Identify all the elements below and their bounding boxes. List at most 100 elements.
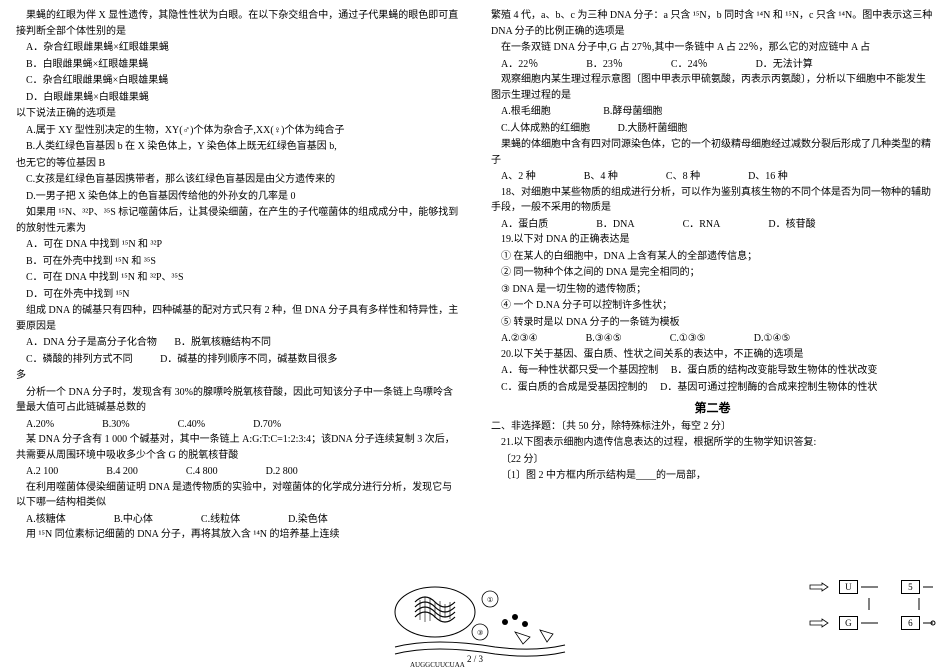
right-column: 繁殖 4 代，a、b、c 为三种 DNA 分子：a 只含 ¹⁵N，b 同时含 ¹…: [475, 0, 950, 672]
option-row: C．蛋白质的合成是受基因控制的 D．基因可通过控制酶的合成来控制生物体的性状: [491, 380, 934, 396]
option-a: A．每一种性状都只受一个基因控制: [501, 365, 658, 376]
option-c: C.人体成熟的红细胞: [501, 123, 590, 134]
option-b: B、4 种: [574, 169, 618, 185]
option-d: D.2 800: [256, 464, 298, 480]
question-stem: 果蝇的红眼为伴 X 显性遗传，其隐性性状为白眼。在以下杂交组合中，通过子代果蝇的…: [16, 8, 459, 39]
option-row: A、2 种 B、4 种 C、8 种 D、16 种: [491, 169, 934, 185]
question-stem: 某 DNA 分子含有 1 000 个碱基对，其中一条链上 A:G:T:C=1:2…: [16, 432, 459, 463]
option-row: A.②③④ B.③④⑤ C.①③⑤ D.①④⑤: [491, 331, 934, 347]
question-stem: 在利用噬菌体侵染细菌证明 DNA 是遗传物质的实验中，对噬菌体的化学成分进行分析…: [16, 480, 459, 511]
option-b: B.③④⑤: [576, 331, 622, 347]
svg-text:①: ①: [487, 596, 493, 604]
option-c: C.40%: [168, 417, 206, 433]
option-a: A.核糖体: [16, 512, 66, 528]
question-stem: 分析一个 DNA 分子时，发现含有 30%的腺嘌呤脱氧核苷酸，因此可知该分子中一…: [16, 385, 459, 416]
option-b: B．脱氧核糖结构不同: [174, 337, 271, 348]
question-21-score: 〔22 分〕: [491, 452, 934, 468]
option-a: A．DNA 分子是高分子化合物: [26, 337, 157, 348]
nucleotide-diagram: U 5 G 6: [806, 578, 936, 668]
option-c: C．RNA: [673, 217, 721, 233]
option-c: C．蛋白质的合成是受基因控制的: [501, 382, 648, 393]
option-a: A.根毛细胞: [501, 106, 551, 117]
option-a: A.2 100: [16, 464, 58, 480]
option-d: D.①④⑤: [744, 331, 791, 347]
svg-text:③: ③: [477, 629, 483, 637]
option-a: A．杂合红眼雌果蝇×红眼雄果蝇: [16, 40, 459, 56]
question-stem: 果蝇的体细胞中含有四对同源染色体，它的一个初级精母细胞经过减数分裂后形成了几种类…: [491, 137, 934, 168]
option-d: D.染色体: [278, 512, 328, 528]
option-b: B．白眼雌果蝇×红眼雄果蝇: [16, 57, 459, 73]
box-g: G: [839, 616, 859, 630]
dna-translation-diagram: AUGGCUUCUAA ① ③: [375, 582, 575, 672]
option-c: C.线粒体: [191, 512, 240, 528]
option-c: C.女孩是红绿色盲基因携带者，那么该红绿色盲基因是由父方遗传来的: [16, 172, 459, 188]
option-c: C．可在 DNA 中找到 ¹⁵N 和 ³²P、³⁵S: [16, 270, 459, 286]
question-21-1: 〔1〕图 2 中方框内所示结构是____的一局部，: [491, 468, 934, 484]
section-note: 二、非选择题：〔共 50 分，除特殊标注外，每空 2 分〕: [491, 419, 934, 435]
option-d: D.大肠杆菌细胞: [618, 123, 688, 134]
left-column: 果蝇的红眼为伴 X 显性遗传，其隐性性状为白眼。在以下杂交组合中，通过子代果蝇的…: [0, 0, 475, 672]
option-a: A、2 种: [491, 169, 536, 185]
option-b: B．DNA: [586, 217, 634, 233]
option-d: D、16 种: [738, 169, 788, 185]
option-row: A.核糖体 B.中心体 C.线粒体 D.染色体: [16, 512, 459, 528]
question-stem: 20.以下关于基因、蛋白质、性状之间关系的表达中，不正确的选项是: [491, 347, 934, 363]
option-b: B.酵母菌细胞: [603, 106, 662, 117]
question-stem: 观察细胞内某生理过程示意图〔图中甲表示甲硫氨酸，丙表示丙氨酸〕，分析以下细胞中不…: [491, 72, 934, 103]
option-c: C．杂合红眼雌果蝇×白眼雄果蝇: [16, 73, 459, 89]
option-c: C．磷酸的排列方式不同: [26, 354, 133, 365]
option-d: D．基因可通过控制酶的合成来控制生物体的性状: [660, 382, 877, 393]
option-a: A．可在 DNA 中找到 ¹⁵N 和 ³²P: [16, 237, 459, 253]
option-row: A.2 100 B.4 200 C.4 800 D.2 800: [16, 464, 459, 480]
option-d: D．核苷酸: [758, 217, 815, 233]
option-c: C.4 800: [176, 464, 218, 480]
option-d: D．碱基的排列顺序不同，碱基数目很多: [160, 354, 337, 365]
option-row: A．22％ B．23％ C．24％ D．无法计算: [491, 57, 934, 73]
option-row: C.人体成熟的红细胞 D.大肠杆菌细胞: [491, 121, 934, 137]
option-b: B.4 200: [96, 464, 138, 480]
option-row: A．DNA 分子是高分子化合物 B．脱氧核糖结构不同: [16, 335, 459, 351]
question-stem: 在一条双链 DNA 分子中,G 占 27％,其中一条链中 A 占 22％，那么它…: [491, 40, 934, 56]
option-d: D.一男子把 X 染色体上的色盲基因传给他的外孙女的几率是 0: [16, 189, 459, 205]
box-6: 6: [901, 616, 921, 630]
option-row: A．蛋白质 B．DNA C．RNA D．核苷酸: [491, 217, 934, 233]
option-d: D．可在外壳中找到 ¹⁵N: [16, 287, 459, 303]
question-stem: 19.以下对 DNA 的正确表达是: [491, 232, 934, 248]
statement-4: ④ 一个 D.NA 分子可以控制许多性状；: [491, 298, 934, 314]
option-row: A.根毛细胞 B.酵母菌细胞: [491, 104, 934, 120]
option-b: B.30%: [92, 417, 130, 433]
option-a: A.20%: [16, 417, 54, 433]
option-d: D.70%: [243, 417, 281, 433]
option-b: B．23％: [576, 57, 623, 73]
option-b: B.人类红绿色盲基因 b 在 X 染色体上，Y 染色体上既无红绿色盲基因 b,: [16, 139, 459, 155]
option-b: B.中心体: [104, 512, 153, 528]
section-2-title: 第二卷: [491, 399, 934, 418]
option-row: A．每一种性状都只受一个基因控制 B．蛋白质的结构改变能导致生物体的性状改变: [491, 363, 934, 379]
option-a: A．蛋白质: [491, 217, 548, 233]
text-many: 多: [16, 368, 459, 384]
option-b-cont: 也无它的等位基因 B: [16, 156, 459, 172]
option-row: A.20% B.30% C.40% D.70%: [16, 417, 459, 433]
option-c: C.①③⑤: [660, 331, 706, 347]
option-d: D．无法计算: [746, 57, 813, 73]
question-stem: 繁殖 4 代，a、b、c 为三种 DNA 分子：a 只含 ¹⁵N，b 同时含 ¹…: [491, 8, 934, 39]
statement-3: ③ DNA 是一切生物的遗传物质；: [491, 282, 934, 298]
statement-1: ① 在某人的白细胞中，DNA 上含有某人的全部遗传信息；: [491, 249, 934, 265]
option-a: A.属于 XY 型性别决定的生物，XY(♂)个体为杂合子,XX(♀)个体为纯合子: [16, 123, 459, 139]
question-21: 21.以下图表示细胞内遗传信息表达的过程，根据所学的生物学知识答复:: [491, 435, 934, 451]
statement-5: ⑤ 转录时是以 DNA 分子的一条链为模板: [491, 315, 934, 331]
option-c: C．24％: [661, 57, 708, 73]
option-row: C．磷酸的排列方式不同 D．碱基的排列顺序不同，碱基数目很多: [16, 352, 459, 368]
question-stem: 用 ¹⁵N 同位素标记细菌的 DNA 分子，再将其放入含 ¹⁴N 的培养基上连续: [16, 527, 459, 543]
question-stem: 18、对细胞中某些物质的组成进行分析，可以作为鉴别真核生物的不同个体是否为同一物…: [491, 185, 934, 216]
svg-text:AUGGCUUCUAA: AUGGCUUCUAA: [410, 661, 465, 669]
question-stem: 如果用 ¹⁵N、³²P、³⁵S 标记噬菌体后，让其侵染细菌，在产生的子代噬菌体的…: [16, 205, 459, 236]
box-u: U: [839, 580, 859, 594]
question-stem: 以下说法正确的选项是: [16, 106, 459, 122]
statement-2: ② 同一物种个体之间的 DNA 是完全相同的；: [491, 265, 934, 281]
option-c: C、8 种: [656, 169, 700, 185]
box-5: 5: [901, 580, 921, 594]
option-a: A．22％: [491, 57, 538, 73]
option-b: B．可在外壳中找到 ¹⁵N 和 ³⁵S: [16, 254, 459, 270]
option-a: A.②③④: [491, 331, 538, 347]
